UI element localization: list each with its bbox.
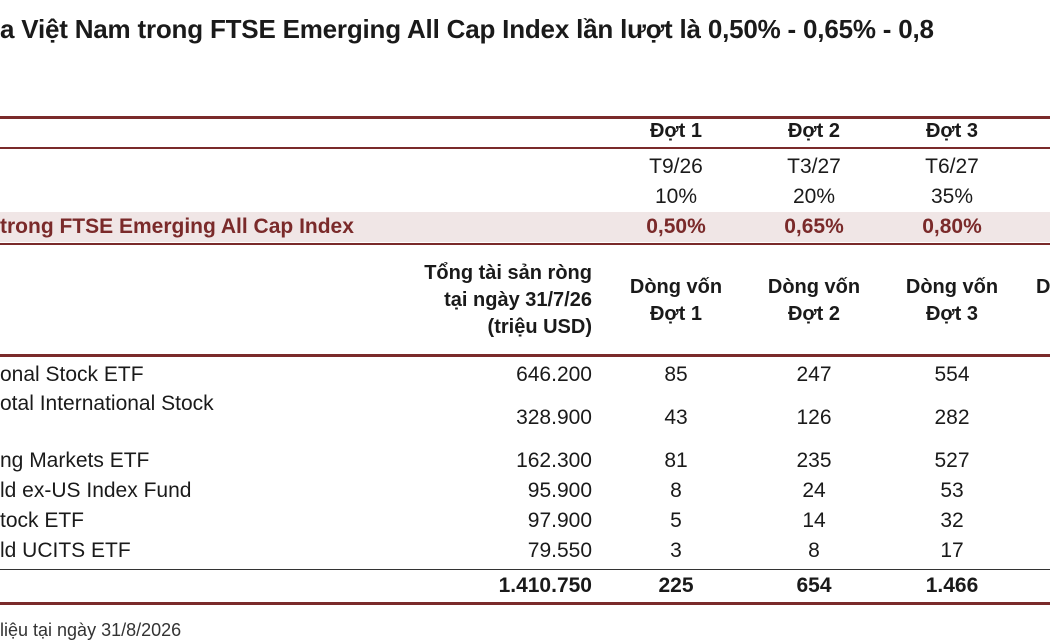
weight-value-1: 0,50% [646, 215, 706, 238]
page-title: a Việt Nam trong FTSE Emerging All Cap I… [0, 14, 934, 44]
row-3-flow-1: 81 [664, 449, 688, 472]
row-3-flow-3: 527 [934, 449, 970, 472]
total-flow-1: 225 [658, 574, 694, 597]
flow-header-rule [0, 354, 1050, 357]
row-1-flow-3: 554 [934, 363, 970, 386]
phase-header-1: Đợt 1 [649, 120, 702, 142]
row-6-flow-2: 8 [808, 539, 820, 562]
row-5-name: tock ETF [0, 509, 85, 532]
phase-percent-3: 35% [930, 185, 974, 208]
row-6-flow-3: 17 [940, 539, 964, 562]
phase-header-3: Đợt 3 [925, 120, 978, 142]
row-5-flow-2: 14 [802, 509, 826, 532]
row-5-assets: 97.900 [527, 509, 592, 532]
row-5-flow-1: 5 [670, 509, 682, 532]
total-flow-3: 1.466 [925, 574, 979, 597]
row-3-name: ng Markets ETF [0, 449, 150, 472]
weight-value-2: 0,65% [784, 215, 844, 238]
col-header-flow-2: Dòng vốn Đợt 2 [767, 276, 861, 325]
row-1-flow-1: 85 [664, 363, 688, 386]
row-2-flow-3: 282 [934, 406, 970, 429]
row-2-flow-1: 43 [664, 406, 688, 429]
total-top-rule [0, 569, 1050, 570]
row-4-flow-3: 53 [940, 479, 964, 502]
weight-value-3: 0,80% [922, 215, 982, 238]
table-top-rule [0, 116, 1050, 119]
total-flow-2: 654 [796, 574, 832, 597]
phase-bottom-rule [0, 243, 1050, 245]
total-assets: 1.410.750 [498, 574, 592, 597]
phase-percent-1: 10% [654, 185, 698, 208]
row-1-assets: 646.200 [516, 363, 592, 386]
row-1-name: onal Stock ETF [0, 363, 144, 386]
row-2-flow-2: 126 [796, 406, 832, 429]
row-4-flow-2: 24 [802, 479, 826, 502]
row-6-assets: 79.550 [527, 539, 592, 562]
weight-row-highlight [0, 212, 1050, 242]
col-header-partial: D [1036, 276, 1050, 298]
row-6-name: ld UCITS ETF [0, 539, 131, 562]
row-3-assets: 162.300 [516, 449, 592, 472]
row-4-flow-1: 8 [670, 479, 682, 502]
phase-percent-2: 20% [792, 185, 836, 208]
row-1-flow-2: 247 [796, 363, 832, 386]
phase-date-3: T6/27 [925, 155, 979, 178]
row-3-flow-2: 235 [796, 449, 832, 472]
col-header-flow-3: Dòng vốn Đợt 3 [905, 276, 999, 325]
phase-header-rule [0, 147, 1050, 149]
phase-header-2: Đợt 2 [787, 120, 840, 142]
col-header-flow-1: Dòng vốn Đợt 1 [629, 276, 723, 325]
row-2-assets: 328.900 [516, 406, 592, 429]
phase-date-2: T3/27 [787, 155, 841, 178]
row-6-flow-1: 3 [670, 539, 682, 562]
col-header-assets: Tổng tài sản ròng tại ngày 31/7/26 (triệ… [424, 262, 592, 338]
row-4-name: ld ex-US Index Fund [0, 479, 192, 502]
weight-row-label: trong FTSE Emerging All Cap Index [0, 215, 354, 238]
row-2-name: otal International Stock [0, 392, 214, 415]
footnote: liệu tại ngày 31/8/2026 [0, 620, 182, 640]
table-bottom-rule [0, 602, 1050, 605]
row-5-flow-3: 32 [940, 509, 964, 532]
row-4-assets: 95.900 [527, 479, 592, 502]
phase-date-1: T9/26 [649, 155, 703, 178]
